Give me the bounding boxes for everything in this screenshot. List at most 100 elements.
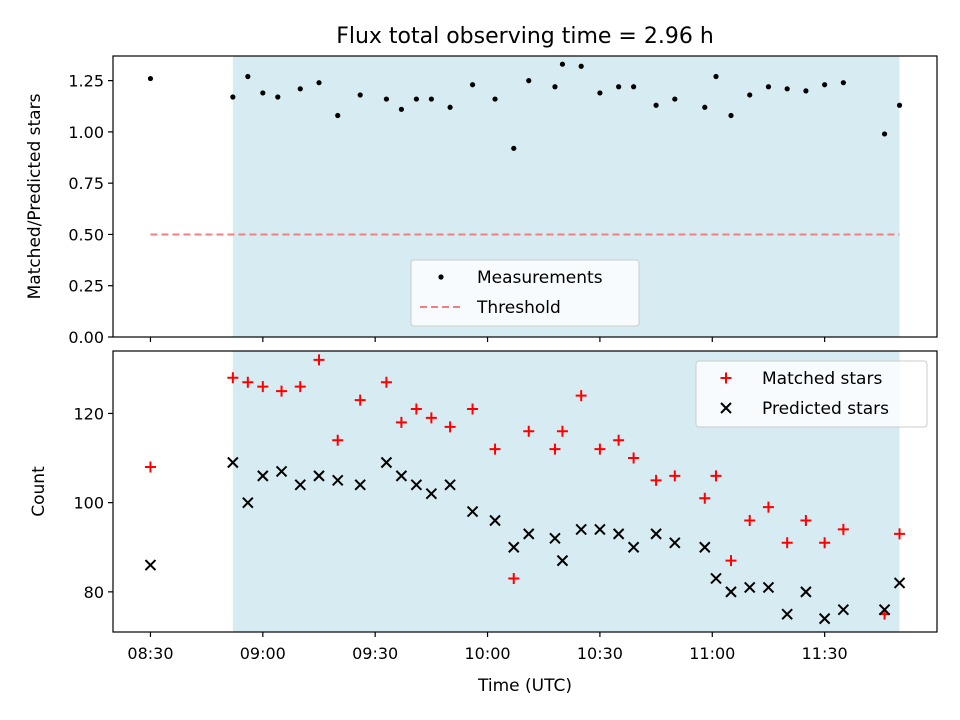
legend-measurement-swatch [438,274,444,280]
measurement-point [784,86,790,92]
matched-stars-point [294,381,306,393]
y-tick-label: 0.00 [68,328,104,347]
measurement-point [803,88,809,94]
predicted-stars-point [556,554,569,567]
legend-label: Threshold [476,298,561,318]
predicted-stars-point [425,488,438,500]
predicted-stars-point [878,603,891,616]
matched-stars-point [410,403,422,415]
predicted-stars-point [781,608,793,620]
legend-predicted-swatch [720,402,732,414]
predicted-stars-point [549,532,561,545]
matched-stars-point [549,443,561,455]
measurement-point [578,63,584,69]
predicted-stars-point [594,523,606,536]
predicted-stars-point [294,479,306,491]
measurement-point [552,84,558,90]
predicted-stars-point [669,537,681,549]
y-tick-label: 0.25 [68,277,104,296]
matched-stars-point [332,434,344,446]
matched-stars-point [669,470,681,482]
legend-label: Measurements [477,268,603,288]
measurement-point [398,106,404,112]
measurement-point [765,84,772,90]
predicted-stars-point [893,577,906,589]
x-axis-label: Time (UTC) [477,676,572,696]
predicted-stars-point [650,528,662,540]
matched-stars-point [781,537,793,549]
measurement-point [840,80,846,86]
measurement-point [413,96,419,102]
predicted-stars-point [313,470,325,482]
predicted-stars-point [612,528,625,540]
y-tick-label: 0.75 [68,174,104,193]
measurement-point [335,112,341,119]
measurement-point [747,92,753,98]
x-tick-label: 09:00 [240,644,286,663]
predicted-stars-point [837,603,850,616]
predicted-stars-point [332,474,344,487]
measurement-point [357,92,363,98]
y-tick-label: 80 [84,583,104,602]
legend-box [695,360,928,428]
matched-stars-point [380,376,392,388]
measurement-point [469,82,476,88]
matched-stars-point [575,390,587,402]
measurement-point [260,90,266,96]
measurement-point [316,80,322,86]
y-tick-label: 120 [73,404,104,423]
matched-stars-point [744,514,756,526]
measurement-point [526,78,532,84]
predicted-stars-point [242,496,254,509]
bottom-series-predicted-stars [144,456,906,625]
predicted-stars-point [380,456,393,469]
matched-stars-point [819,537,831,549]
predicted-stars-point [395,470,408,482]
matched-stars-point [467,403,479,415]
measurement-point [297,86,303,92]
predicted-stars-point [523,528,535,540]
top-legend: Measurements Threshold [410,259,640,327]
matched-stars-point [425,412,437,424]
x-tick-label: 10:00 [464,644,510,663]
measurement-point [896,102,903,108]
predicted-stars-point [575,523,587,536]
matched-stars-point [489,443,501,455]
measurement-point [728,112,734,119]
predicted-stars-point [725,586,737,598]
measurement-point [597,90,603,96]
predicted-stars-point [227,456,239,469]
matched-stars-point [650,474,662,486]
measurement-point [447,104,453,110]
legend-box [410,259,640,327]
measurement-point [147,75,154,82]
matched-stars-point [242,376,254,388]
predicted-stars-point [354,479,366,491]
measurement-point [492,96,498,102]
matched-stars-point [725,555,737,567]
matched-stars-point [800,514,812,526]
matched-stars-point [762,501,774,513]
measurement-point [631,84,637,90]
predicted-stars-point [818,612,831,625]
bottom-y-axis-label: Count [29,466,49,517]
measurement-point [881,131,888,137]
measurement-point [275,94,281,100]
matched-stars-point [276,385,288,397]
predicted-stars-point [466,505,479,518]
matched-stars-point [837,523,849,535]
bottom-series-matched-stars [144,354,906,620]
legend-label: Matched stars [762,369,882,389]
matched-stars-point [144,461,156,473]
predicted-stars-point [800,586,812,598]
predicted-stars-point [762,581,775,594]
x-tick-label: 08:30 [127,644,173,663]
matched-stars-point [894,528,906,540]
matched-stars-point [313,354,325,366]
measurement-point [511,145,517,151]
x-tick-label: 10:30 [577,644,623,663]
matched-stars-point [594,443,606,455]
measurement-point [616,84,622,90]
predicted-stars-point [489,514,501,527]
